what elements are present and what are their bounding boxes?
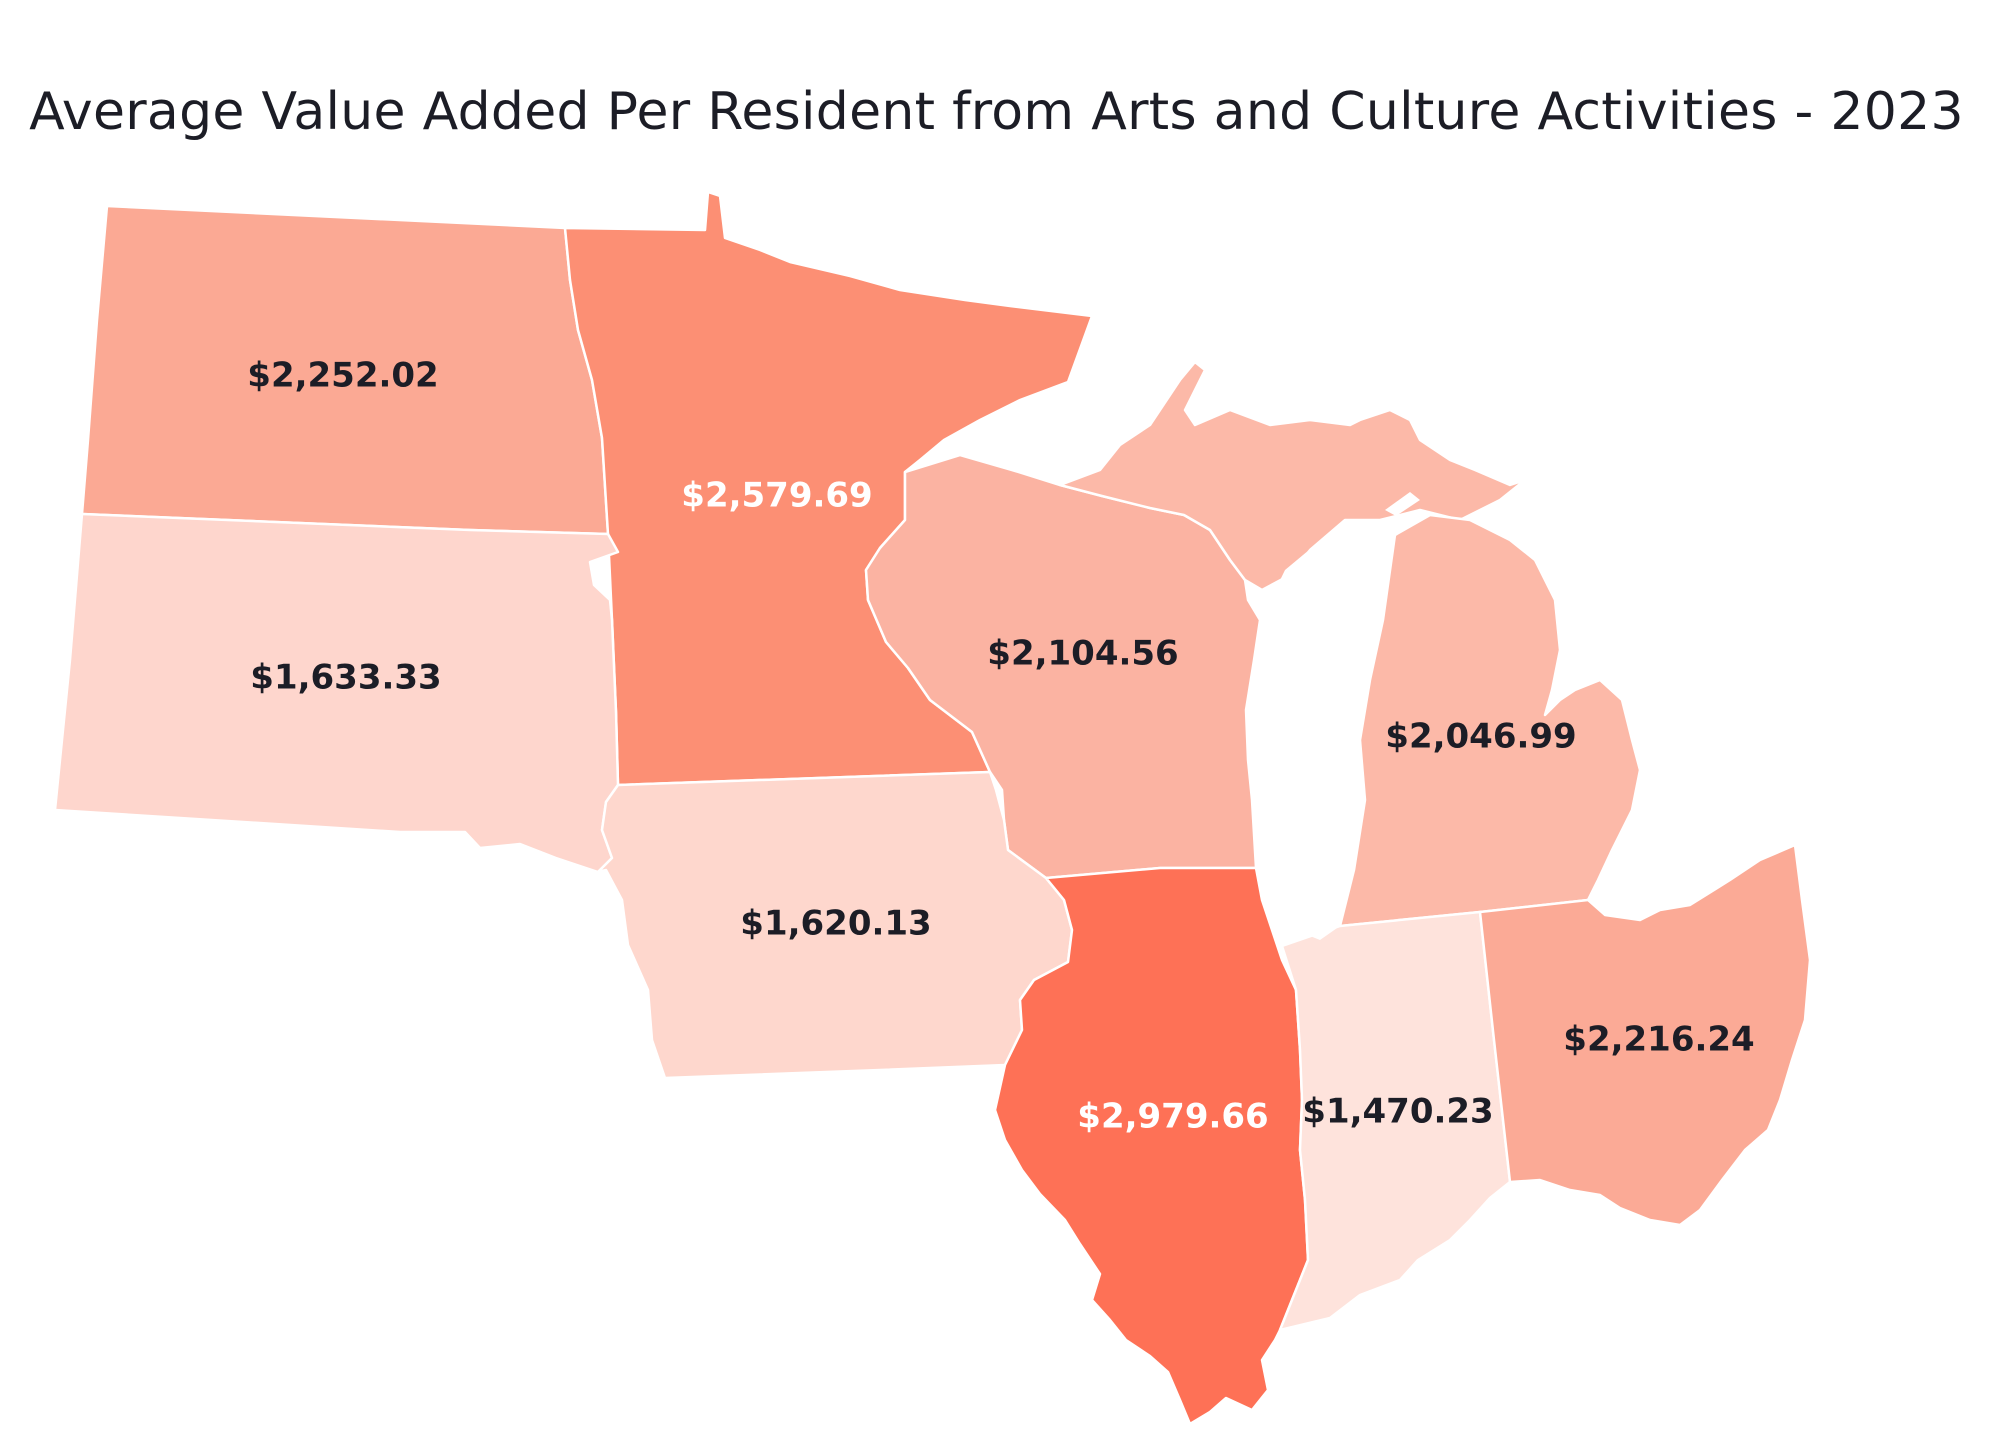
state-ohio[interactable] [1478,843,1812,1227]
label-south-dakota: $1,633.33 [250,658,441,698]
state-michigan-upper[interactable] [1058,360,1527,592]
label-michigan: $2,046.99 [1385,717,1576,757]
lake-superior-inlet [1092,292,1160,322]
label-north-dakota: $2,252.02 [247,356,438,396]
map-title: Average Value Added Per Resident from Ar… [29,82,1964,142]
label-ohio: $2,216.24 [1563,1020,1754,1060]
label-wisconsin: $2,104.56 [987,634,1178,674]
label-iowa: $1,620.13 [740,904,931,944]
label-illinois: $2,979.66 [1077,1097,1268,1137]
label-indiana: $1,470.23 [1302,1092,1493,1132]
label-minnesota: $2,579.69 [681,476,872,516]
lake-huron-islands [1385,492,1420,516]
state-michigan-lower[interactable] [1338,513,1642,928]
state-labels: $2,252.02 $2,579.69 $1,633.33 $2,104.56 … [247,356,1754,1137]
lake-michigan [1250,525,1395,940]
